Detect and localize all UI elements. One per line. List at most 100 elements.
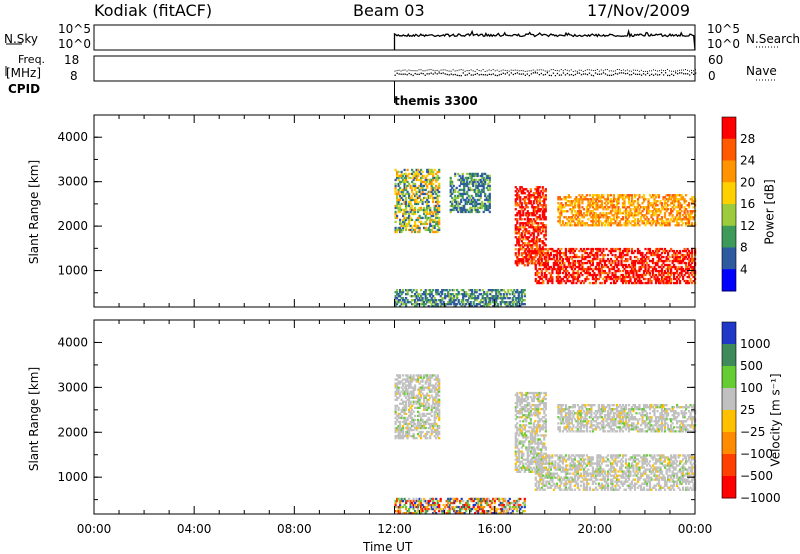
data-cell [519, 198, 522, 201]
data-cell [402, 432, 405, 436]
data-cell [617, 212, 620, 215]
data-cell [525, 236, 528, 239]
data-cell [584, 251, 587, 255]
data-cell [611, 202, 614, 205]
data-cell [525, 214, 528, 217]
data-cell [523, 406, 526, 409]
data-cell [429, 190, 432, 194]
data-cell [544, 204, 547, 207]
data-cell [679, 275, 682, 279]
data-cell [480, 301, 483, 304]
colorbar-segment [722, 247, 736, 270]
data-cell [403, 216, 406, 220]
data-cell [535, 424, 538, 427]
data-cell [629, 275, 632, 279]
data-cell [520, 236, 523, 239]
data-cell [414, 396, 417, 399]
data-cell [659, 212, 662, 215]
data-cell [435, 376, 438, 379]
data-cell [476, 188, 479, 192]
data-cell [535, 192, 538, 195]
data-cell [536, 269, 539, 273]
data-cell [409, 228, 412, 232]
data-cell [444, 289, 447, 292]
data-cell [525, 202, 528, 205]
data-cell [537, 259, 540, 263]
data-cell [650, 269, 653, 273]
data-cell [405, 216, 408, 220]
data-cell [426, 228, 429, 232]
data-cell [438, 380, 441, 383]
data-cell [402, 192, 405, 196]
data-cell [394, 406, 397, 409]
data-cell [523, 228, 526, 231]
data-cell [603, 224, 606, 227]
data-cell [450, 301, 453, 304]
nave-point [556, 70, 558, 72]
data-cell [605, 279, 608, 283]
data-cell [615, 214, 619, 217]
data-cell [529, 412, 532, 415]
data-cell [517, 295, 520, 298]
data-cell [447, 301, 450, 304]
data-cell [495, 305, 498, 308]
data-cell [654, 269, 658, 273]
data-cell [674, 267, 677, 271]
data-cell [435, 172, 438, 176]
data-cell [538, 216, 541, 219]
data-cell [467, 188, 470, 192]
data-cell [514, 230, 517, 233]
data-cell [544, 238, 547, 241]
data-cell [532, 446, 535, 449]
nave-point [484, 70, 486, 72]
data-cell [534, 242, 537, 245]
data-cell [541, 214, 544, 217]
freq-point [642, 73, 645, 75]
data-cell [540, 256, 543, 259]
data-cell [617, 216, 620, 219]
data-cell [638, 210, 641, 213]
data-cell [663, 208, 667, 211]
data-cell [596, 216, 599, 219]
data-cell [653, 194, 656, 197]
freq-point [442, 72, 444, 74]
data-cell [585, 255, 588, 259]
freq-point [492, 73, 494, 75]
data-cell [463, 210, 466, 214]
data-cell [433, 396, 436, 399]
data-cell [641, 206, 644, 209]
data-cell [429, 376, 432, 379]
data-cell [471, 293, 474, 296]
data-cell [603, 261, 606, 265]
data-cell [523, 428, 526, 431]
data-cell [411, 390, 414, 393]
nave-point [660, 69, 662, 71]
data-cell [438, 382, 441, 385]
data-cell [642, 269, 646, 273]
data-cell [676, 281, 679, 285]
data-cell [560, 206, 563, 209]
data-cell [418, 228, 421, 232]
date-title: 17/Nov/2009 [587, 1, 691, 20]
data-cell [468, 297, 471, 300]
data-cell [418, 184, 421, 188]
data-cell [460, 208, 463, 212]
data-cell [439, 303, 442, 306]
data-cell [532, 192, 535, 195]
data-cell [642, 259, 646, 263]
data-cell [411, 408, 414, 411]
data-cell [520, 456, 523, 459]
data-cell [541, 408, 544, 411]
data-cell [531, 414, 534, 417]
data-cell [517, 194, 520, 197]
data-cell [663, 196, 667, 199]
data-cell [682, 222, 685, 225]
data-cell [558, 275, 561, 279]
data-cell [537, 226, 540, 229]
data-cell [399, 412, 402, 415]
colorbar-tick-label: 16 [740, 197, 755, 211]
data-cell [536, 279, 539, 283]
data-cell [400, 408, 403, 411]
data-cell [626, 196, 629, 199]
data-cell [495, 289, 498, 292]
